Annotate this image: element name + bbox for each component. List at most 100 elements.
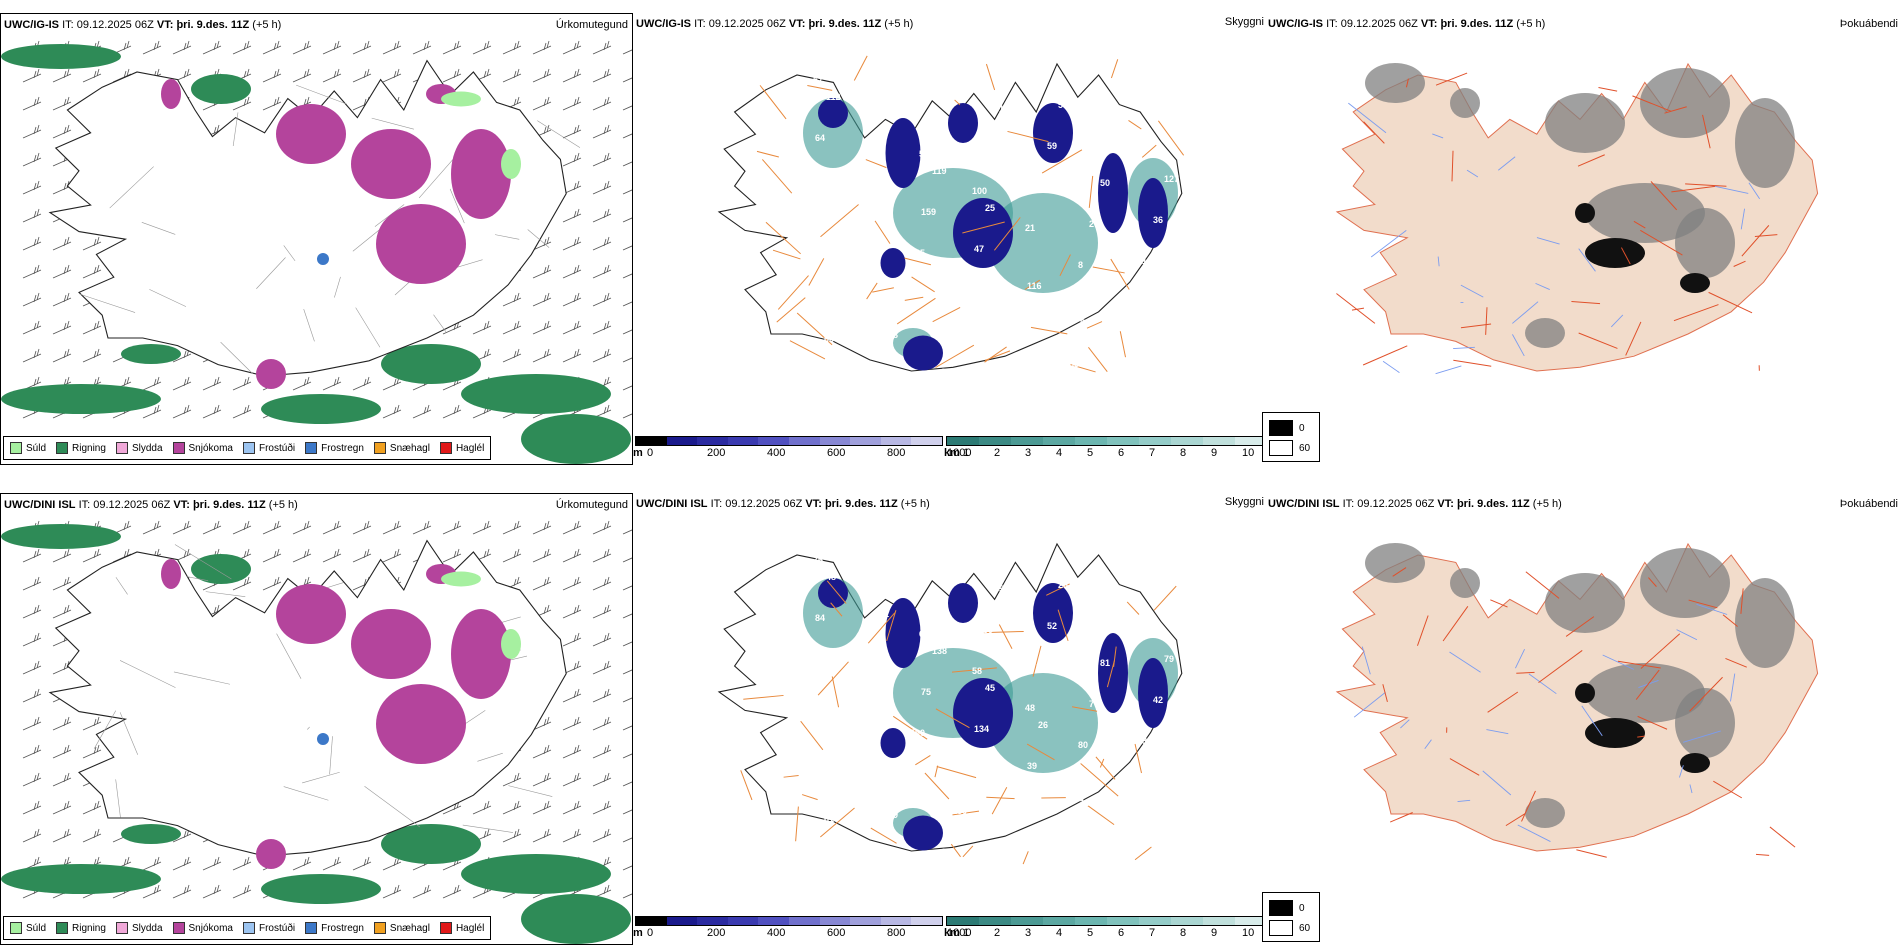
legend-label: Frostúði bbox=[258, 922, 296, 934]
fog-grey-area bbox=[1450, 568, 1480, 598]
fog-grey-area bbox=[1585, 183, 1705, 243]
road-line bbox=[1617, 660, 1661, 669]
river-line bbox=[1400, 719, 1410, 729]
colorbar-segment bbox=[727, 437, 759, 445]
road-line bbox=[740, 770, 753, 801]
road-line bbox=[494, 234, 520, 240]
road-line bbox=[1598, 87, 1618, 92]
legend-swatch bbox=[172, 922, 185, 934]
legend-label: Rigning bbox=[72, 922, 106, 934]
road-line bbox=[1153, 585, 1177, 611]
road-line bbox=[1351, 307, 1365, 311]
road-line bbox=[1106, 660, 1115, 688]
river-line bbox=[1528, 673, 1557, 695]
vis-value-label: 62 bbox=[919, 629, 929, 639]
legend-item: Haglél bbox=[439, 922, 484, 934]
road-line bbox=[1625, 321, 1642, 356]
colorbar-segment bbox=[697, 437, 728, 445]
road-line bbox=[776, 297, 806, 323]
panel-header: UWC/DINI ISL IT: 09.12.2025 06Z VT: þri.… bbox=[4, 499, 298, 511]
vis-m-unit: m bbox=[633, 447, 643, 459]
road-line bbox=[934, 765, 939, 778]
vis-low-area bbox=[903, 335, 943, 371]
rain-area bbox=[191, 74, 251, 104]
river-line bbox=[1711, 185, 1749, 194]
vis-value-label: 205 bbox=[1111, 137, 1126, 147]
road-line bbox=[1741, 225, 1770, 257]
snow-area bbox=[276, 104, 346, 164]
road-line bbox=[1538, 650, 1583, 684]
road-line bbox=[1405, 78, 1409, 88]
road-line bbox=[896, 297, 936, 325]
snow-area bbox=[276, 584, 346, 644]
legend-swatch bbox=[305, 442, 318, 454]
legend-swatch bbox=[439, 922, 452, 934]
vis-km-tick: 8 bbox=[1180, 927, 1187, 939]
road-line bbox=[355, 307, 381, 348]
road-line bbox=[886, 610, 897, 641]
legend-swatch bbox=[115, 922, 128, 934]
fog-grey-area bbox=[1525, 798, 1565, 828]
vis-m-tick: 0 bbox=[647, 927, 654, 939]
colorbar-segment bbox=[911, 437, 942, 445]
road-line bbox=[1392, 567, 1407, 577]
precip-panel-1: UWC/IG-IS IT: 09.12.2025 06Z VT: þri. 9.… bbox=[0, 13, 633, 465]
road-line bbox=[936, 766, 977, 779]
legend-label: Frostregn bbox=[321, 442, 364, 454]
road-line bbox=[756, 150, 779, 158]
colorbar-segment bbox=[1043, 437, 1075, 445]
road-line bbox=[433, 314, 447, 333]
road-line bbox=[935, 344, 975, 368]
legend-label: Frostúði bbox=[258, 442, 296, 454]
vis-value-label: 130 bbox=[952, 806, 967, 816]
vis-low-area bbox=[1098, 633, 1128, 713]
road-line bbox=[772, 249, 801, 260]
vis-value-label: 48 bbox=[826, 572, 836, 582]
vis-value-label: 85 bbox=[1142, 736, 1152, 746]
road-line bbox=[109, 166, 154, 209]
vis-km-tick: 10 bbox=[1242, 927, 1255, 939]
vis-value-label: 49 bbox=[1131, 777, 1141, 787]
snow-area bbox=[451, 609, 511, 699]
road-line bbox=[1389, 812, 1413, 823]
colorbar-segment bbox=[911, 917, 942, 925]
legend-item: Snæhagl bbox=[373, 442, 430, 454]
panel-title: Úrkomutegund bbox=[555, 19, 628, 31]
road-line bbox=[1032, 645, 1042, 677]
vis-value-label: 36 bbox=[1153, 215, 1163, 225]
vis-value-label: 79 bbox=[930, 108, 940, 118]
road-line bbox=[1088, 175, 1094, 208]
road-line bbox=[508, 785, 553, 797]
legend-label: Snjókoma bbox=[188, 442, 233, 454]
vis-value-label: 52 bbox=[1047, 621, 1057, 631]
river-line bbox=[1497, 156, 1516, 171]
vis-value-label: 55 bbox=[1069, 359, 1079, 369]
road-line bbox=[1128, 120, 1142, 130]
panel-title: Úrkomutegund bbox=[555, 499, 628, 511]
road-line bbox=[1740, 588, 1744, 614]
road-line bbox=[892, 715, 928, 740]
road-line bbox=[1725, 657, 1747, 668]
vis-value-label: 84 bbox=[815, 613, 825, 623]
road-line bbox=[904, 296, 924, 301]
panel-header: UWC/DINI ISL IT: 09.12.2025 06Z VT: þri.… bbox=[636, 498, 930, 510]
road-line bbox=[1685, 183, 1727, 187]
vis-haze bbox=[988, 673, 1098, 773]
vis-low-area bbox=[885, 598, 921, 668]
vis-value-label: 59 bbox=[866, 592, 876, 602]
vis-value-label: 37 bbox=[866, 112, 876, 122]
legend-swatch bbox=[172, 442, 185, 454]
river-line bbox=[1449, 651, 1481, 673]
vis-m-tick: 0 bbox=[647, 447, 654, 459]
road-line bbox=[1516, 671, 1535, 674]
road-line bbox=[1382, 684, 1388, 702]
rain-area bbox=[461, 374, 611, 414]
road-line bbox=[952, 810, 980, 816]
road-line bbox=[334, 276, 341, 298]
fog-grey-area bbox=[1365, 63, 1425, 103]
vis-value-label: 285 bbox=[899, 769, 914, 779]
colorbar-segment bbox=[1203, 437, 1235, 445]
road-line bbox=[1755, 853, 1770, 856]
rain-area bbox=[261, 874, 381, 904]
vis-value-label: 38 bbox=[857, 691, 867, 701]
